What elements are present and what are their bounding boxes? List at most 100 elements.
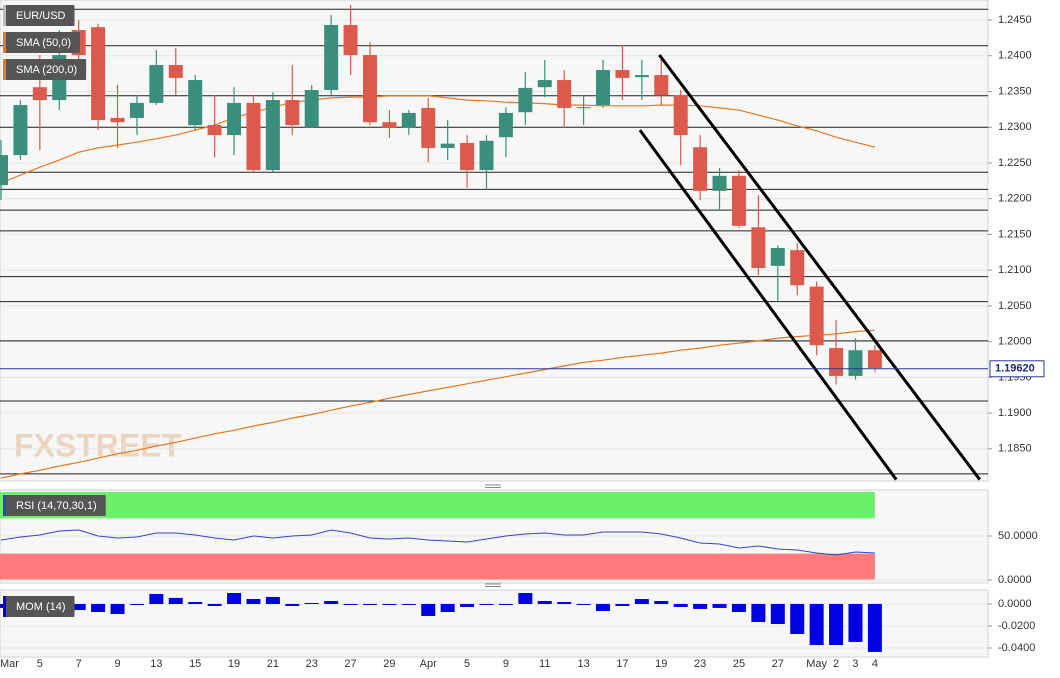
candle-body bbox=[634, 75, 649, 78]
bar bbox=[790, 603, 805, 634]
panel-handle[interactable] bbox=[485, 583, 501, 587]
threshold-band bbox=[0, 553, 875, 580]
candle-body bbox=[673, 95, 688, 136]
x-tick-label: 27 bbox=[344, 658, 356, 670]
x-tick-label: 27 bbox=[772, 658, 784, 670]
legend-swatch bbox=[3, 32, 6, 53]
candle-body bbox=[188, 80, 203, 126]
bar bbox=[712, 603, 727, 608]
y-tick-label: 1.2100 bbox=[998, 264, 1032, 276]
legend-box bbox=[3, 5, 75, 26]
bar bbox=[867, 603, 882, 652]
y-tick-label: 1.2300 bbox=[998, 121, 1032, 133]
candle-body bbox=[440, 143, 455, 148]
candle-body bbox=[343, 25, 358, 56]
legend-box bbox=[3, 596, 75, 617]
y-tick-label: 1.2450 bbox=[998, 14, 1032, 26]
candle-body bbox=[324, 25, 339, 91]
candle-body bbox=[770, 248, 785, 266]
candle-body bbox=[0, 155, 8, 186]
y-tick-label: 1.2250 bbox=[998, 157, 1032, 169]
legend-swatch bbox=[3, 5, 6, 26]
price-panel bbox=[0, 0, 989, 482]
candle-body bbox=[91, 27, 106, 121]
y-tick-label: -0.0200 bbox=[998, 620, 1035, 632]
candle-body bbox=[110, 117, 125, 123]
y-tick-label: 1.2200 bbox=[998, 193, 1032, 205]
legend-label: SMA (50,0) bbox=[16, 37, 71, 49]
bar bbox=[498, 603, 513, 605]
bar bbox=[770, 603, 785, 624]
bar bbox=[518, 592, 533, 604]
candle-body bbox=[790, 250, 805, 286]
y-tick-label: -0.0400 bbox=[998, 642, 1035, 654]
candle-body bbox=[693, 147, 708, 191]
line-series bbox=[0, 329, 875, 479]
y-tick-label: 1.1850 bbox=[998, 443, 1032, 455]
bar bbox=[809, 603, 824, 645]
bar bbox=[848, 603, 863, 642]
bar bbox=[324, 601, 339, 604]
x-tick-label: 25 bbox=[733, 658, 745, 670]
bar bbox=[731, 603, 746, 613]
bar bbox=[401, 603, 416, 605]
y-tick-label: 1.2350 bbox=[998, 85, 1032, 97]
x-tick-label: 13 bbox=[150, 658, 162, 670]
candle-body bbox=[867, 350, 882, 369]
legend-box bbox=[3, 32, 81, 53]
candle-body bbox=[149, 65, 164, 103]
candle-body bbox=[382, 122, 397, 128]
legend-label: RSI (14,70,30,1) bbox=[16, 500, 97, 512]
bar bbox=[149, 593, 164, 604]
candle-body bbox=[809, 286, 824, 346]
bar bbox=[557, 602, 572, 604]
x-tick-label: 5 bbox=[37, 658, 43, 670]
y-tick-label: 1.1900 bbox=[998, 407, 1032, 419]
bar bbox=[129, 603, 144, 605]
candle-body bbox=[751, 227, 766, 269]
candle-body bbox=[615, 70, 630, 78]
bar bbox=[343, 603, 358, 605]
bar bbox=[537, 601, 552, 604]
candle-body bbox=[401, 112, 416, 128]
candle-body bbox=[731, 175, 746, 226]
threshold-band bbox=[0, 492, 875, 519]
bar bbox=[227, 592, 242, 604]
candle-body bbox=[498, 112, 513, 138]
candle-body bbox=[654, 75, 669, 96]
bar bbox=[188, 602, 203, 604]
candle-body bbox=[362, 55, 377, 123]
x-tick-label: 21 bbox=[267, 658, 279, 670]
bar bbox=[207, 603, 222, 606]
x-tick-label: Mar bbox=[0, 658, 19, 670]
candle-body bbox=[421, 107, 436, 148]
y-tick-label: 1.2000 bbox=[998, 336, 1032, 348]
bar bbox=[576, 603, 591, 605]
candle-body bbox=[246, 102, 261, 171]
bar bbox=[168, 597, 183, 604]
candle-body bbox=[265, 100, 280, 171]
bar bbox=[673, 603, 688, 607]
legend-swatch bbox=[3, 596, 6, 617]
candle-body bbox=[168, 65, 183, 78]
bar bbox=[693, 603, 708, 609]
watermark: FXSTREET bbox=[14, 427, 182, 463]
bar bbox=[460, 603, 475, 607]
x-tick-label: 9 bbox=[503, 658, 509, 670]
candle-body bbox=[479, 140, 494, 171]
x-tick-label: 23 bbox=[694, 658, 706, 670]
bar bbox=[91, 603, 106, 613]
x-tick-label: 9 bbox=[114, 658, 120, 670]
candle-body bbox=[537, 80, 552, 88]
bar bbox=[440, 603, 455, 613]
candle-body bbox=[129, 102, 144, 118]
bar bbox=[596, 603, 611, 612]
candle-body bbox=[207, 125, 222, 136]
panel-handle[interactable] bbox=[485, 484, 501, 488]
x-tick-label: 19 bbox=[655, 658, 667, 670]
legend-label: MOM (14) bbox=[16, 601, 66, 613]
x-tick-label: 15 bbox=[189, 658, 201, 670]
legend-box bbox=[3, 59, 87, 80]
y-tick-label: 0.0000 bbox=[998, 574, 1032, 586]
